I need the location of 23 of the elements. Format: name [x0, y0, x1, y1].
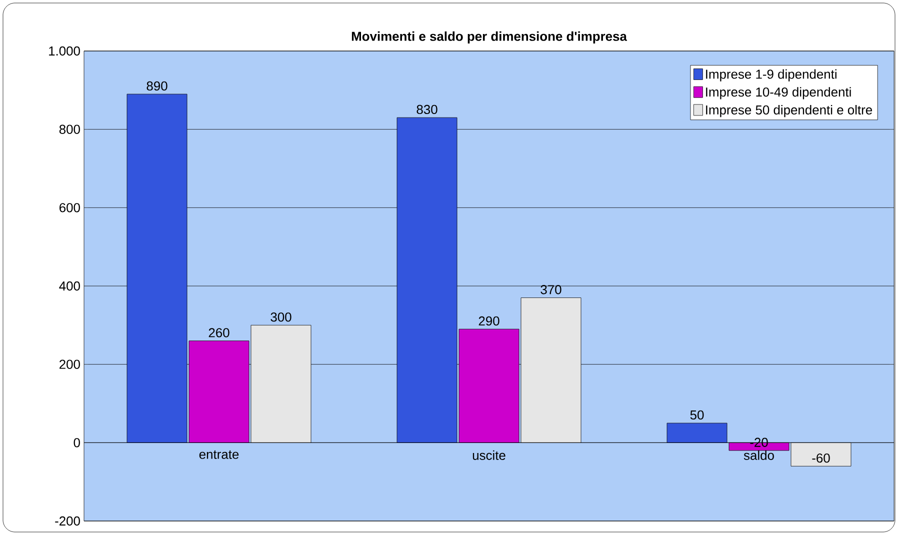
legend-label: Imprese 1-9 dipendenti: [706, 69, 836, 82]
data-label: 370: [540, 285, 562, 294]
y-tick-label: 0: [74, 438, 80, 448]
y-tick-label: 800: [59, 124, 80, 134]
data-label: -20: [750, 438, 768, 447]
x-tick-label: saldo: [744, 450, 774, 460]
data-label: 50: [690, 410, 704, 420]
chart-title: Movimenti e saldo per dimensione d'impresa: [352, 31, 628, 44]
data-label: 290: [478, 316, 500, 326]
legend-label: Imprese 10-49 dipendenti: [706, 87, 851, 100]
y-tick-label: 200: [60, 360, 80, 369]
data-label: 890: [146, 81, 168, 91]
y-tick-label: 400: [59, 281, 80, 291]
data-label: 830: [416, 104, 438, 114]
x-tick-label: entrate: [199, 450, 239, 459]
y-tick-label: -200: [55, 516, 80, 526]
data-label: 260: [208, 328, 230, 338]
legend-label: Imprese 50 dipendenti e oltre: [706, 105, 872, 118]
data-label: 300: [270, 312, 292, 322]
y-tick-label: 600: [60, 203, 80, 212]
x-tick-label: uscite: [472, 450, 506, 460]
data-label: -60: [812, 453, 830, 463]
y-tick-label: 1.000: [49, 46, 80, 56]
